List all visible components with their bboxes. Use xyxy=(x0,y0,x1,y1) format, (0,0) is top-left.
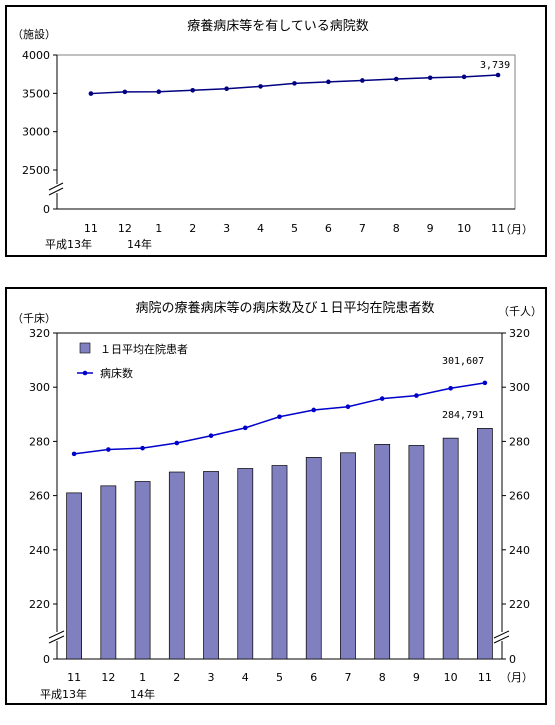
chart1-x-tick-label: 4 xyxy=(257,222,264,235)
chart1-point xyxy=(88,91,94,96)
chart1-title: 療養病床等を有している病院数 xyxy=(187,18,369,34)
chart1-y-tick-label: 3000 xyxy=(22,126,50,139)
chart1-axis-break xyxy=(48,182,64,196)
chart1-x-tick-label: 5 xyxy=(291,222,298,235)
chart1-point xyxy=(224,86,229,92)
chart1-point xyxy=(461,74,467,80)
chart1-point xyxy=(190,87,196,93)
chart1-point xyxy=(326,79,331,85)
chart1-x-tick-label: 8 xyxy=(393,222,400,235)
chart1-value-label: 3,739 xyxy=(480,60,510,71)
chart1-era-label-14: 14年 xyxy=(127,237,152,251)
chart1-xunit: （月） xyxy=(500,223,533,236)
chart1-y-tick-label: 2500 xyxy=(22,164,50,177)
chart1-x-tick-label: 10 xyxy=(457,222,471,235)
chart1-x-tick-label: 7 xyxy=(359,222,366,235)
chart1-x-tick-label: 9 xyxy=(427,222,434,235)
chart1-point xyxy=(292,81,297,86)
chart1-plot-area xyxy=(56,54,516,210)
chart1-y-tick-label: 4000 xyxy=(22,49,50,62)
chart1-x-tick-label: 2 xyxy=(189,222,196,235)
chart1-x-tick-label: 11 xyxy=(491,222,505,235)
chart1-x-tick-label: 12 xyxy=(118,222,132,235)
chart1-y-tick-label: 0 xyxy=(43,203,50,216)
chart1-x-tick-label: 3 xyxy=(223,222,230,235)
chart1-point xyxy=(427,75,433,81)
chart1-x-tick-label: 6 xyxy=(325,222,332,235)
chart1-x-tick-label: 1 xyxy=(155,222,162,235)
chart1-point xyxy=(156,89,162,95)
chart1-point xyxy=(360,78,365,83)
chart1-point xyxy=(495,72,501,78)
chart1-ylabel: （施設） xyxy=(12,27,56,41)
chart1-point xyxy=(393,76,399,82)
chart1-era-label-h13: 平成13年 xyxy=(45,237,92,251)
hospital-count-chart-panel xyxy=(5,5,547,257)
chart1-point xyxy=(258,84,263,89)
chart1-y-tick-label: 3500 xyxy=(22,87,50,100)
chart1-point xyxy=(122,89,128,95)
chart1-x-tick-label: 11 xyxy=(84,222,98,235)
